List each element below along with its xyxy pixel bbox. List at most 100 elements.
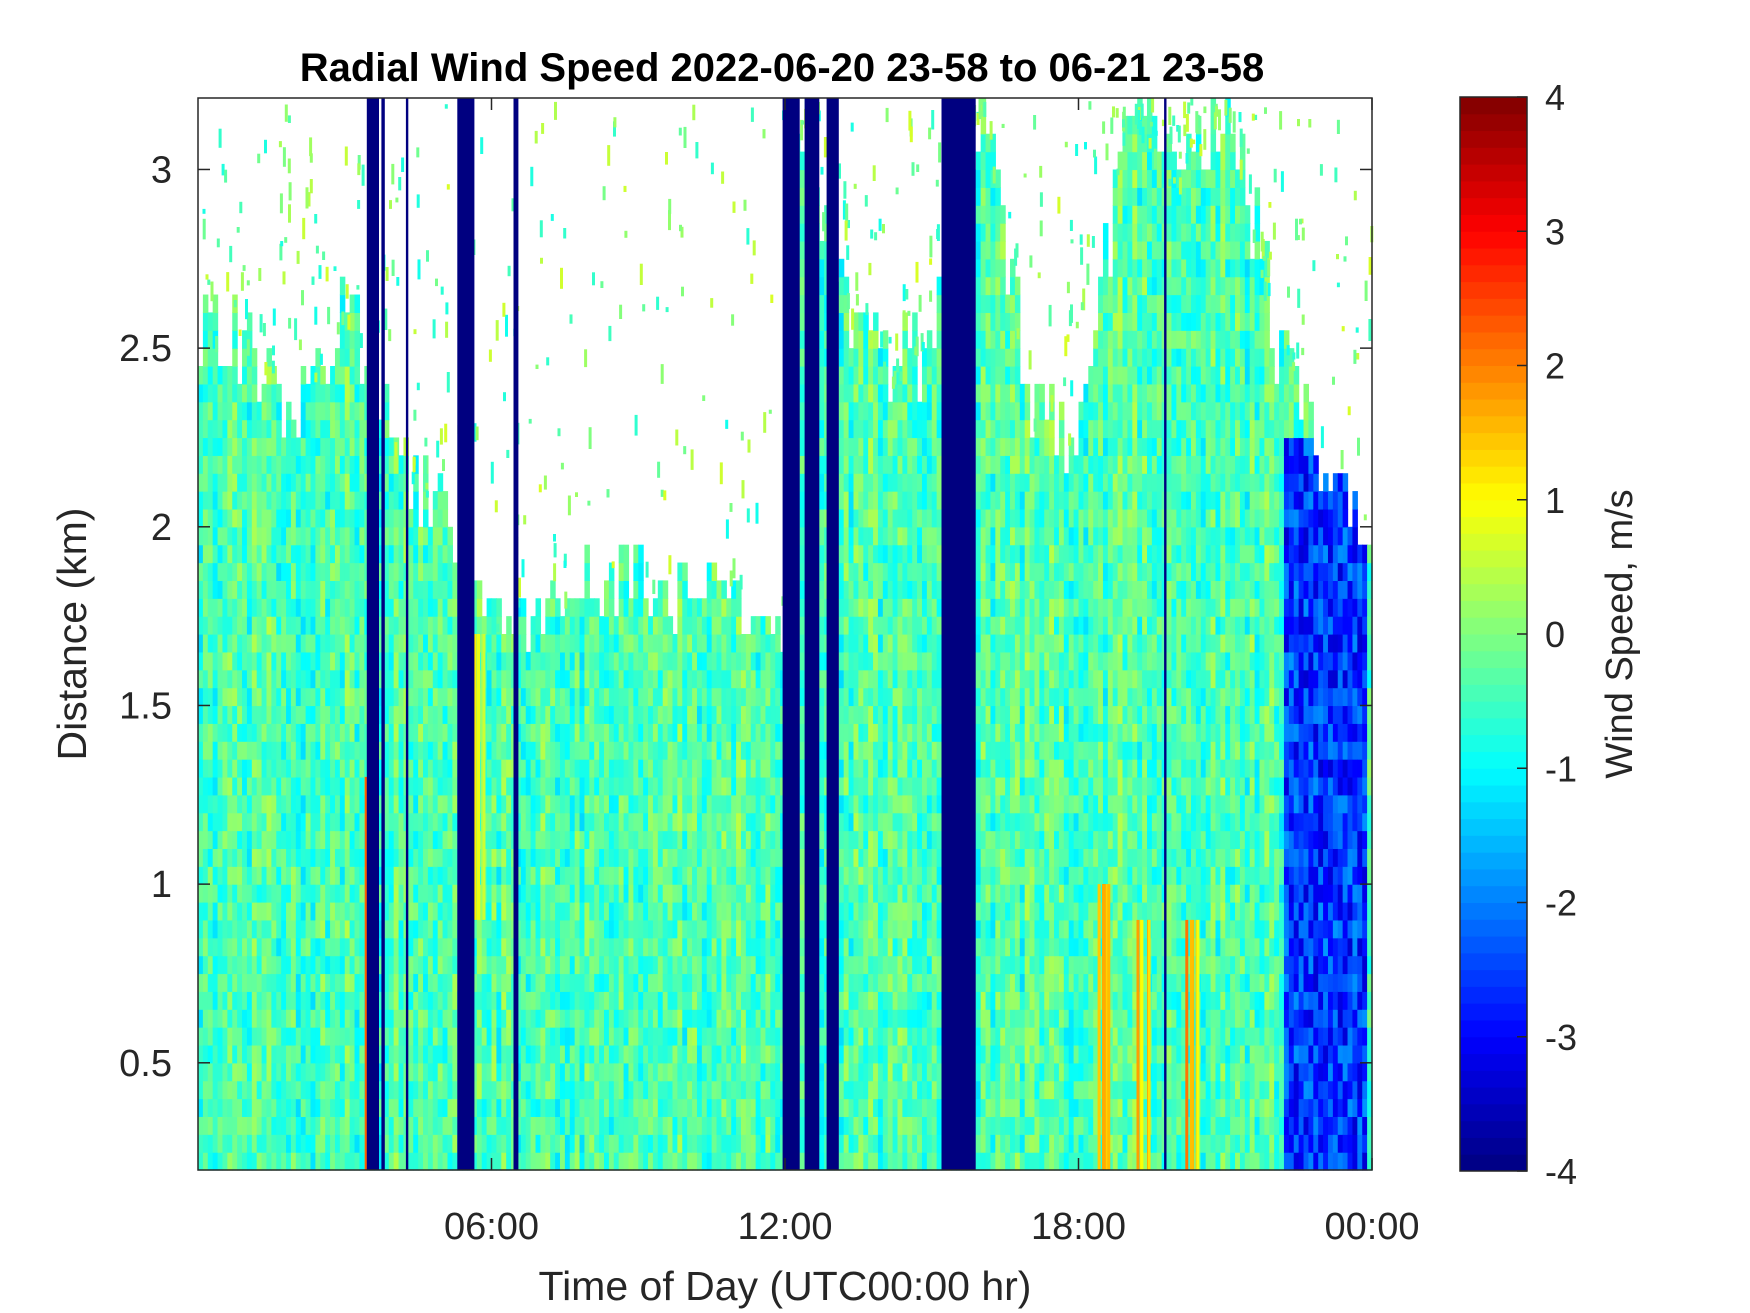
heatmap-cell xyxy=(555,687,561,707)
heatmap-cell xyxy=(330,1062,336,1082)
heatmap-cell xyxy=(657,705,664,724)
heatmap-cell xyxy=(437,866,444,885)
heatmap-cell xyxy=(540,1134,546,1153)
heatmap-cell xyxy=(442,616,449,635)
heatmap-cell xyxy=(692,616,698,635)
heatmap-cell xyxy=(271,884,277,903)
heatmap-cell xyxy=(667,705,674,724)
heatmap-cell xyxy=(736,669,742,689)
heatmap-cell xyxy=(227,526,233,546)
heatmap-cell xyxy=(579,955,586,975)
heatmap-cell xyxy=(574,705,581,724)
heatmap-cell xyxy=(432,1044,439,1064)
heatmap-cell xyxy=(623,1009,630,1028)
heatmap-cell xyxy=(819,634,825,653)
heatmap-cell xyxy=(300,419,307,439)
heatmap-cell xyxy=(628,991,634,1010)
heatmap-cell xyxy=(755,1134,762,1153)
heatmap-cell xyxy=(745,1116,752,1135)
heatmap-cell xyxy=(662,669,669,689)
heatmap-cell xyxy=(682,1009,688,1028)
heatmap-cell xyxy=(334,723,341,742)
heatmap-cell xyxy=(246,830,253,849)
heatmap-cell xyxy=(775,741,781,760)
heatmap-cell xyxy=(760,723,767,742)
heatmap-cell xyxy=(584,937,590,957)
heatmap-cell xyxy=(765,1098,771,1117)
heatmap-cell xyxy=(227,759,233,778)
heatmap-cell xyxy=(383,669,390,689)
heatmap-cell xyxy=(638,794,644,814)
heatmap-cell xyxy=(198,741,204,760)
heatmap-cell xyxy=(633,794,639,814)
heatmap-cell xyxy=(638,723,644,742)
heatmap-cell xyxy=(594,1116,600,1135)
heatmap-cell xyxy=(545,616,551,635)
heatmap-cell xyxy=(339,1062,346,1082)
heatmap-cell xyxy=(251,884,258,903)
heatmap-cell xyxy=(765,723,771,742)
heatmap-cell xyxy=(447,598,453,617)
heatmap-cell xyxy=(550,580,556,599)
heatmap-cell xyxy=(207,508,214,528)
heatmap-cell xyxy=(281,1098,287,1117)
heatmap-cell xyxy=(613,1009,620,1028)
heatmap-cell xyxy=(334,830,341,849)
heatmap-cell xyxy=(692,1062,698,1082)
heatmap-cell xyxy=(198,544,204,564)
heatmap-cell xyxy=(349,1116,356,1135)
heatmap-cell xyxy=(281,544,287,564)
heatmap-cell xyxy=(227,1116,233,1135)
heatmap-cell xyxy=(198,794,204,814)
heatmap-cell xyxy=(594,1009,600,1028)
heatmap-cell xyxy=(501,991,507,1010)
heatmap-cell xyxy=(501,1009,507,1028)
heatmap-cell xyxy=(286,937,292,957)
heatmap-cell xyxy=(300,830,307,849)
heatmap-cell xyxy=(569,723,576,742)
heatmap-cell xyxy=(202,401,209,421)
heatmap-cell xyxy=(633,1027,639,1046)
heatmap-cell xyxy=(349,705,356,724)
heatmap-cell xyxy=(545,991,551,1010)
heatmap-cell xyxy=(657,616,664,635)
heatmap-cell xyxy=(227,401,233,421)
heatmap-cell xyxy=(540,1080,546,1100)
heatmap-cell xyxy=(481,1116,488,1135)
heatmap-cell xyxy=(286,723,292,742)
heatmap-cell xyxy=(330,1044,336,1064)
heatmap-cell xyxy=(452,1098,458,1117)
heatmap-cell xyxy=(330,991,336,1010)
heatmap-cell xyxy=(760,866,767,885)
heatmap-cell xyxy=(701,634,708,653)
heatmap-cell xyxy=(555,866,561,885)
heatmap-cell xyxy=(232,1134,238,1153)
heatmap-cell xyxy=(604,1116,610,1135)
heatmap-cell xyxy=(256,937,263,957)
heatmap-cell xyxy=(300,616,307,635)
heatmap-cell xyxy=(579,1152,586,1171)
heatmap-cell xyxy=(701,1009,708,1028)
heatmap-cell xyxy=(530,759,537,778)
heatmap-cell xyxy=(819,580,825,599)
heatmap-cell xyxy=(202,312,209,331)
heatmap-cell xyxy=(237,651,243,671)
heatmap-cell xyxy=(359,419,365,439)
heatmap-cell xyxy=(237,991,243,1010)
heatmap-cell xyxy=(692,759,698,778)
heatmap-cell xyxy=(339,830,346,849)
heatmap-cell xyxy=(819,330,825,349)
heatmap-cell xyxy=(550,973,556,992)
heatmap-cell xyxy=(706,1152,713,1171)
heatmap-cell xyxy=(295,759,302,778)
heatmap-cell xyxy=(716,580,723,599)
heatmap-cell xyxy=(643,1044,649,1064)
heatmap-cell xyxy=(628,616,634,635)
heatmap-cell xyxy=(437,759,444,778)
heatmap-cell xyxy=(212,1009,219,1028)
heatmap-cell xyxy=(496,919,502,939)
heatmap-cell xyxy=(320,991,326,1010)
heatmap-cell xyxy=(315,848,321,867)
heatmap-cell xyxy=(281,651,287,671)
heatmap-cell xyxy=(256,991,263,1010)
